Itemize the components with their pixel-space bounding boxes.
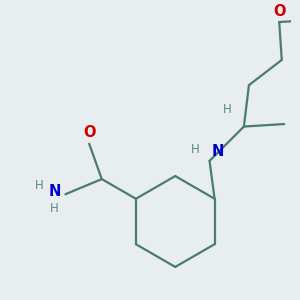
Text: N: N [48, 184, 61, 199]
Text: H: H [191, 143, 200, 156]
Text: O: O [83, 125, 95, 140]
Text: O: O [273, 4, 286, 19]
Text: H: H [50, 202, 59, 215]
Text: H: H [224, 103, 232, 116]
Text: N: N [212, 144, 224, 159]
Text: H: H [35, 178, 44, 192]
